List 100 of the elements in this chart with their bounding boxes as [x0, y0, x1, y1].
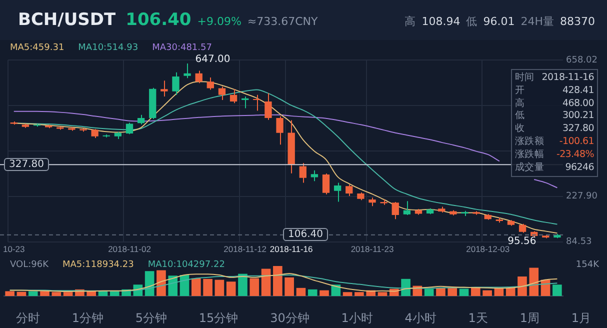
annotation: 涨跌幅	[515, 148, 544, 162]
candlestick	[56, 126, 64, 130]
ref-line-label: 106.40	[283, 228, 328, 241]
bar	[308, 289, 318, 296]
bar	[273, 266, 282, 296]
bar	[214, 280, 224, 296]
candlestick	[22, 123, 30, 128]
text: 4小时	[404, 310, 436, 326]
candlestick	[310, 170, 318, 182]
bar	[436, 288, 446, 296]
bar	[342, 292, 352, 296]
bar	[110, 292, 120, 296]
bar	[482, 290, 492, 296]
text: 154K	[576, 260, 599, 270]
y-tick-label: 227.90	[566, 192, 598, 202]
annotation: 428.41	[562, 84, 594, 98]
candlestick	[380, 198, 388, 206]
bar	[40, 291, 50, 296]
candlestick	[461, 210, 468, 216]
candlestick	[80, 128, 87, 132]
bar	[506, 288, 516, 296]
bar	[5, 291, 14, 296]
text: 24H量	[520, 14, 554, 29]
bar	[28, 291, 38, 296]
annotation: 95.56	[508, 236, 536, 248]
candlestick	[357, 192, 364, 201]
candlestick	[450, 210, 457, 216]
y-tick-label: 658.02	[566, 55, 598, 66]
annotation: 时间	[515, 72, 534, 85]
candlestick	[160, 80, 168, 97]
series-label: MA10:104297.22	[148, 260, 225, 270]
bar	[192, 278, 201, 296]
bar	[16, 292, 26, 296]
annotation: 2018-11-16	[542, 72, 594, 85]
candlestick	[172, 72, 180, 96]
bar	[529, 268, 539, 296]
x-tick-label: 2018-11-16	[270, 244, 314, 254]
text: BCH/USDT	[18, 10, 116, 30]
bar	[52, 292, 62, 296]
bar	[203, 278, 212, 296]
annotation: -100.61	[559, 136, 594, 149]
bar	[98, 291, 108, 296]
text: 108.94	[422, 15, 460, 28]
x-tick-label: 10-23	[3, 244, 26, 254]
text: 96.01	[483, 15, 515, 28]
annotation: -23.48%	[556, 148, 594, 162]
annotation: 327.80	[562, 123, 594, 136]
x-tick-label: 2018-11-23	[350, 244, 394, 254]
x-tick-label: 2018-11-02	[108, 244, 152, 254]
annotation: 低	[515, 110, 525, 124]
annotation: 468.00	[562, 98, 594, 110]
ref-line-label: 327.80	[4, 158, 49, 171]
y-tick-label: 84.53	[566, 237, 592, 248]
text: MA10:514.93	[78, 43, 138, 53]
bar	[552, 284, 562, 296]
bar	[86, 291, 96, 296]
bar	[518, 276, 527, 296]
text: 15分钟	[198, 310, 238, 326]
annotation: 成交量	[515, 162, 544, 174]
text: 1周	[520, 310, 540, 326]
annotation: 收	[515, 123, 525, 136]
bar	[156, 270, 166, 296]
text: 96246	[565, 162, 594, 174]
text: 30分钟	[270, 310, 310, 326]
text: MA30:481.57	[152, 43, 212, 53]
x-tick-label: 2018-12-03	[466, 244, 510, 254]
candlestick	[264, 92, 272, 120]
text: 1分钟	[72, 310, 104, 326]
bar	[63, 292, 73, 296]
text: 高	[404, 14, 416, 29]
bar	[168, 276, 178, 296]
x-tick-label: 2018-11-12	[224, 244, 267, 254]
text: 低	[466, 14, 478, 29]
text: 106.40	[126, 10, 192, 30]
bar	[250, 278, 260, 296]
bar	[238, 274, 248, 296]
bar	[296, 288, 306, 296]
annotation: 涨跌额	[515, 136, 544, 149]
text: MA5:459.31	[10, 43, 64, 53]
bar	[226, 282, 236, 296]
bar	[331, 284, 341, 296]
text: +9.09%	[197, 15, 242, 28]
text: 1小时	[341, 310, 373, 326]
bar	[261, 268, 271, 296]
annotation: VOL:96K	[10, 260, 48, 270]
annotation: 高	[515, 98, 525, 110]
text: 分时	[16, 310, 40, 326]
candlestick	[91, 128, 98, 138]
candlestick	[276, 116, 284, 146]
bar	[424, 288, 434, 296]
text: 1天	[468, 310, 488, 326]
candlestick	[472, 210, 480, 216]
text: 88370	[560, 15, 595, 28]
bar	[459, 288, 469, 296]
annotation: 300.21	[562, 110, 594, 124]
annotation: 647.00	[195, 54, 230, 66]
text: MA5:118934.23	[62, 260, 134, 270]
text: 1月	[571, 310, 591, 326]
bar	[284, 277, 294, 296]
bar	[378, 292, 388, 296]
